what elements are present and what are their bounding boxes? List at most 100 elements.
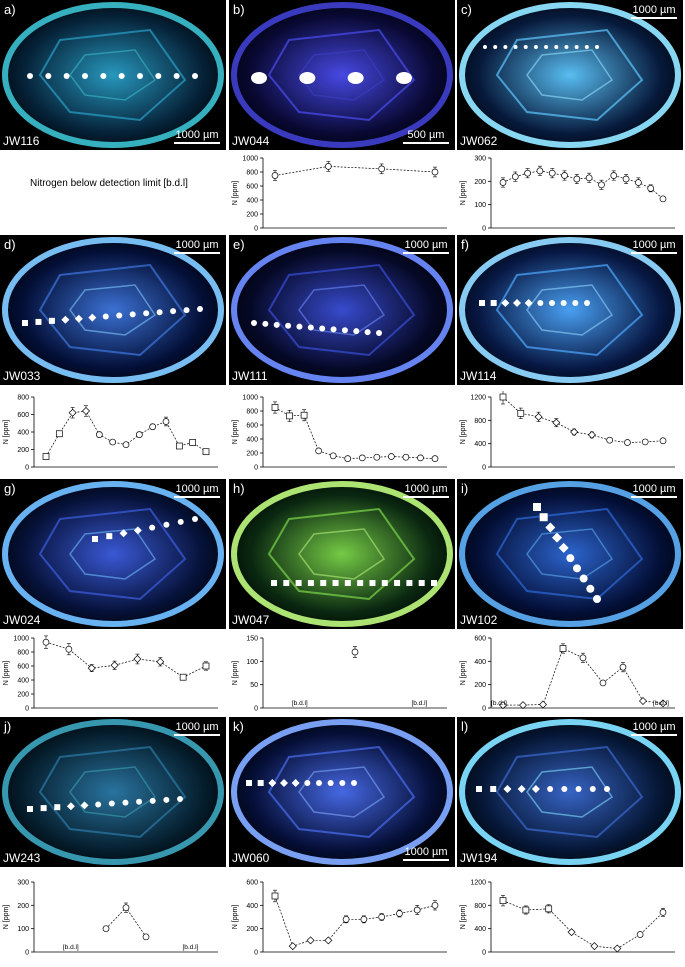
data-point [622,175,630,183]
data-point [122,441,130,449]
y-tick-label: 0 [25,950,29,957]
data-point [329,452,337,460]
data-point [659,908,667,916]
data-point [579,654,587,662]
data-point [271,172,279,179]
scale-line [403,496,449,498]
y-tick-label: 100 [474,202,486,209]
analysis-spot [304,780,311,786]
analysis-spot [291,779,300,787]
y-tick-label: 200 [246,212,258,219]
analysis-spot [268,779,277,787]
data-point [122,904,130,912]
analysis-spot [156,309,163,316]
sample-id: JW114 [460,369,497,383]
analysis-spot [48,317,55,324]
panel-label: f) [461,237,469,252]
y-tick-label: 50 [250,682,258,689]
analysis-spot [431,580,437,586]
analysis-spot [251,72,267,84]
bdl-annotation: [b.d.l] [63,944,79,951]
data-point [587,430,596,439]
analysis-spot [330,326,337,333]
analysis-spot [307,580,314,586]
scale-line [631,734,677,736]
data-point [499,179,507,186]
analysis-spot [82,73,88,79]
analysis-spot [22,320,28,326]
analysis-spot [316,780,322,786]
analysis-spot [296,323,303,330]
data-point [286,412,293,420]
series-line [502,396,664,443]
data-point [306,936,315,945]
analysis-spot [552,532,562,543]
series-line [274,407,436,459]
analysis-spot [501,299,510,307]
scale-text: 1000 µm [632,721,676,733]
data-point [324,936,333,945]
analysis-spot [45,73,52,79]
data-point [585,174,593,182]
data-point [402,453,410,461]
y-tick-label: 300 [474,156,486,163]
y-axis-label: N [ppm] [3,420,10,445]
analysis-spot [554,45,559,49]
analysis-spot [251,320,257,326]
y-tick-label: 600 [246,880,258,887]
panel-label: j) [4,719,12,734]
y-tick-label: 1000 [13,636,29,643]
y-tick-label: 1000 [242,395,258,402]
y-tick-label: 0 [254,465,258,472]
analysis-spot [27,73,33,79]
analysis-spot [483,45,487,49]
image-panel-a: a) JW116 1000 µm [0,0,226,150]
analysis-spot [332,580,339,586]
data-point [55,430,63,438]
nitrogen-note: Nitrogen below detection limit [b.d.l] [30,178,188,189]
image-panel-g: g) JW024 1000 µm [0,479,226,629]
analysis-spot [561,786,568,792]
y-tick-label: 200 [474,179,486,186]
analysis-spot [170,308,177,315]
data-point [202,662,210,670]
data-point [659,195,667,203]
image-panel-d: d) JW033 1000 µm [0,235,226,385]
analysis-spot [604,786,610,792]
data-point [499,897,507,905]
analysis-spot [108,800,115,807]
data-point [511,173,519,181]
analysis-spot [95,801,102,808]
analysis-spot [118,73,125,79]
scale-line [403,142,449,144]
chart-svg: 0 200 400 600 800 1000 N [ppm] [232,395,447,472]
panel-label: k) [233,719,244,734]
y-tick-label: 100 [246,659,258,666]
analysis-spot [307,324,314,331]
analysis-spot [573,564,581,573]
y-tick-label: 400 [474,926,486,933]
analysis-spot [283,580,290,586]
y-tick-label: 0 [482,706,486,713]
nitrogen-chart-l: 0 400 800 1200 N [ppm] [457,876,683,962]
nitrogen-chart-c: 0 100 200 300 N [ppm] [457,152,683,238]
scale-line [174,252,220,254]
y-tick-label: 0 [25,706,29,713]
y-tick-label: 200 [17,903,29,910]
analysis-spot [74,314,83,323]
y-axis-label: N [ppm] [3,905,10,930]
analysis-spot [320,580,327,586]
data-point [396,910,403,917]
data-point [613,944,622,953]
chart-svg: 0 200 400 600 N [ppm] [232,880,447,957]
scale-text: 1000 µm [404,846,448,858]
scale-line [174,496,220,498]
y-tick-label: 0 [482,226,486,233]
data-point [499,393,507,401]
y-tick-label: 400 [17,430,29,437]
data-point [149,423,157,431]
analysis-spot [490,786,497,792]
y-tick-label: 0 [482,950,486,957]
analysis-spot [327,780,334,786]
scale-line [403,859,449,861]
